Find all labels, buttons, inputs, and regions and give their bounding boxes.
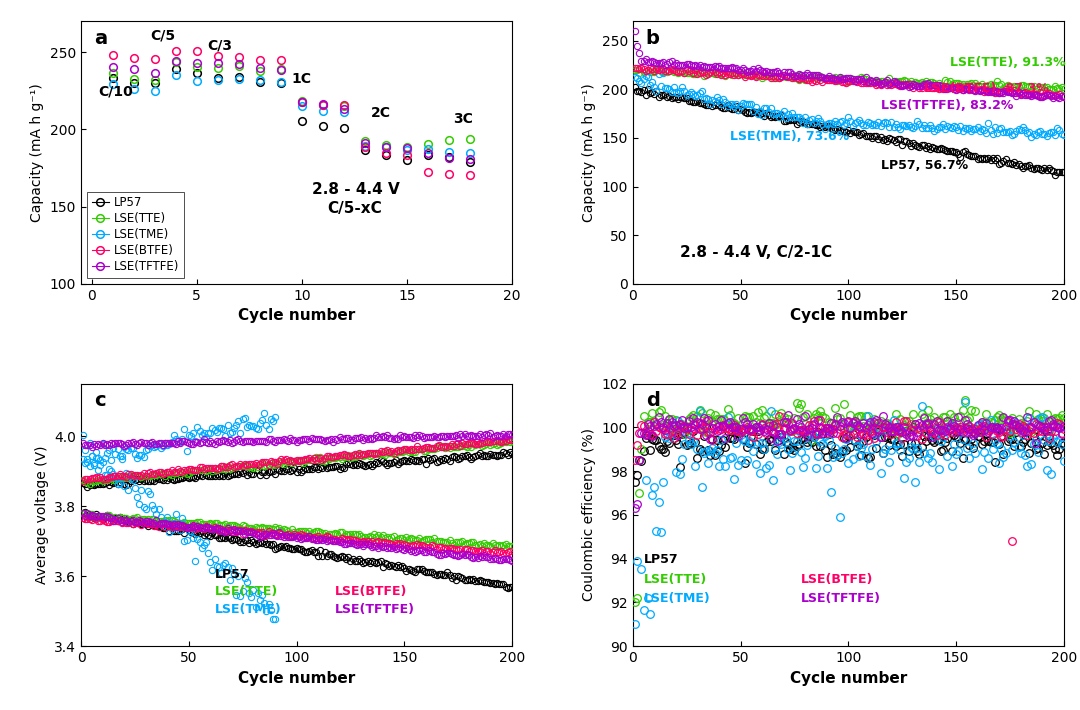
Text: LSE(BTFE), 87.3%: LSE(BTFE), 87.3% (923, 82, 1049, 95)
Y-axis label: Coulombic efficiency (%): Coulombic efficiency (%) (582, 428, 596, 601)
Text: LSE(TME), 73.6%: LSE(TME), 73.6% (730, 130, 849, 143)
Legend: LP57, LSE(TTE), LSE(TME), LSE(BTFE), LSE(TFTFE): LP57, LSE(TTE), LSE(TME), LSE(BTFE), LSE… (86, 192, 185, 278)
Text: LP57, 56.7%: LP57, 56.7% (880, 159, 968, 172)
X-axis label: Cycle number: Cycle number (238, 308, 355, 323)
Text: LP57: LP57 (215, 568, 249, 581)
Text: 2C: 2C (372, 106, 391, 120)
Text: c: c (94, 391, 106, 410)
Text: LSE(TFTFE): LSE(TFTFE) (335, 603, 416, 616)
Text: C/10: C/10 (98, 84, 133, 99)
Text: 2.8 - 4.4 V, C/2-1C: 2.8 - 4.4 V, C/2-1C (680, 245, 833, 260)
Text: d: d (646, 391, 660, 410)
Text: a: a (94, 29, 107, 48)
Text: LSE(TTE), 91.3%: LSE(TTE), 91.3% (949, 56, 1065, 69)
Text: LSE(TFTFE): LSE(TFTFE) (801, 592, 881, 606)
Text: C/5-xC: C/5-xC (327, 201, 381, 216)
Text: LP57: LP57 (644, 553, 678, 566)
Text: LSE(TFTFE), 83.2%: LSE(TFTFE), 83.2% (880, 99, 1013, 111)
Text: 3C: 3C (454, 112, 473, 126)
Text: LSE(BTFE): LSE(BTFE) (801, 573, 874, 586)
Y-axis label: Capacity (mA h g⁻¹): Capacity (mA h g⁻¹) (30, 83, 44, 222)
Text: C/5: C/5 (150, 29, 176, 43)
X-axis label: Cycle number: Cycle number (238, 670, 355, 686)
X-axis label: Cycle number: Cycle number (789, 308, 907, 323)
Y-axis label: Average voltage (V): Average voltage (V) (35, 446, 49, 584)
Text: LSE(BTFE): LSE(BTFE) (335, 585, 407, 599)
Y-axis label: Capacity (mA h g⁻¹): Capacity (mA h g⁻¹) (582, 83, 596, 222)
Text: b: b (646, 29, 660, 48)
Text: LSE(TTE): LSE(TTE) (644, 573, 706, 586)
Text: 2.8 - 4.4 V: 2.8 - 4.4 V (312, 182, 400, 197)
X-axis label: Cycle number: Cycle number (789, 670, 907, 686)
Text: LSE(TME): LSE(TME) (644, 592, 711, 606)
Text: C/3: C/3 (207, 38, 232, 52)
Text: LSE(TME): LSE(TME) (215, 603, 282, 616)
Text: LSE(TTE): LSE(TTE) (215, 585, 278, 599)
Text: 1C: 1C (292, 72, 311, 86)
